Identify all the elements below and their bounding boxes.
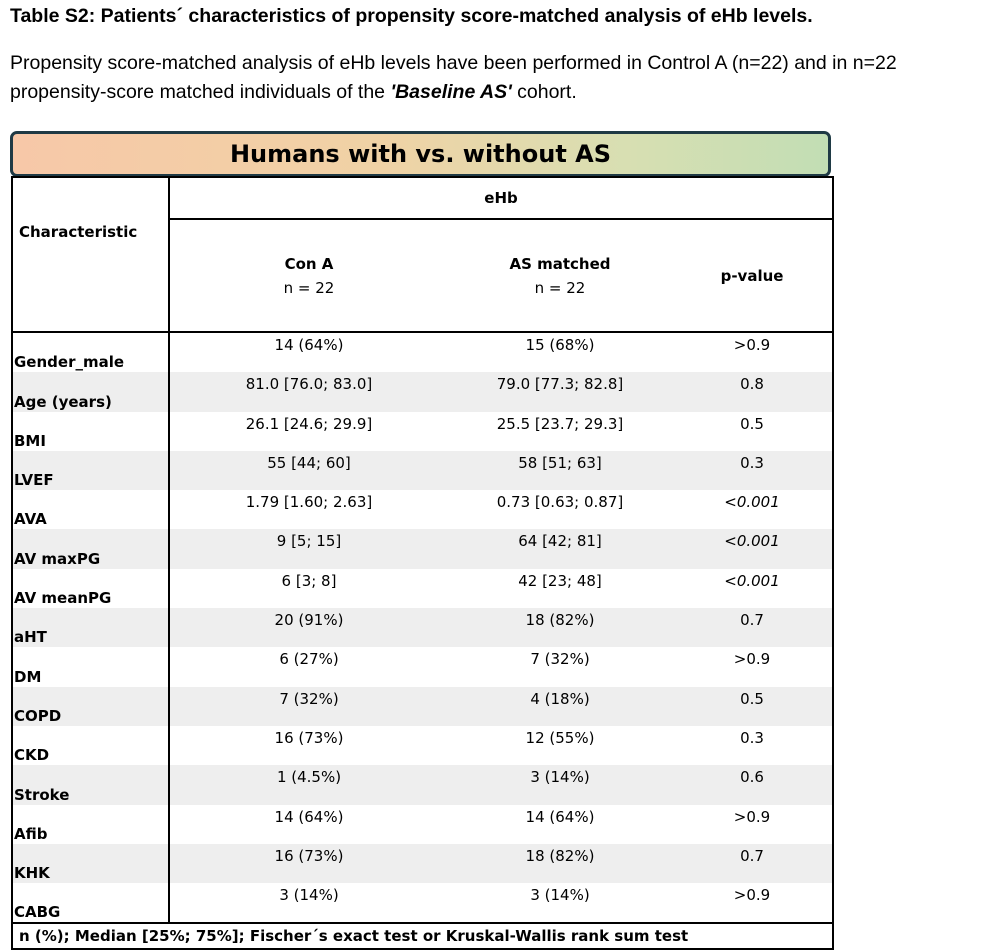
table-footnote: n (%); Median [25%; 75%]; Fischer´s exac… — [12, 922, 834, 950]
row-characteristic: DM — [12, 647, 170, 687]
row-characteristic: Afib — [12, 804, 170, 844]
table-row: CKD 16 (73%) 12 (55%) 0.3 — [12, 725, 833, 766]
row-p-value: >0.9 — [733, 886, 771, 905]
table-row: AV meanPG 6 [3; 8] 42 [23; 48] <0.001 — [12, 568, 833, 609]
table-row: COPD 7 (32%) 4 (18%) 0.5 — [12, 686, 834, 726]
row-p-value: 0.3 — [672, 450, 834, 491]
row-con-a-value: 16 (73%) — [274, 728, 344, 747]
table-body: Gender_male 14 (64%) 15 (68%) >0.9 Age (year… — [12, 332, 834, 924]
column-label: Con A — [284, 254, 334, 273]
row-p-value: <0.001 — [724, 571, 780, 590]
intro-emphasis: 'Baseline AS' — [390, 81, 512, 103]
intro-text-end: cohort. — [511, 81, 577, 103]
row-characteristic: BMI — [12, 411, 170, 451]
row-characteristic: CABG — [12, 883, 170, 924]
document-title: Table S2: Patients´ characteristics of p… — [10, 5, 813, 27]
table-row: CABG 3 (14%) 3 (14%) >0.9 — [12, 883, 833, 924]
row-con-a-value: 7 (32%) — [169, 686, 448, 726]
row-as-matched-value: 15 (68%) — [525, 336, 595, 354]
row-as-matched-value: 3 (14%) — [448, 765, 672, 805]
row-p-value: >0.9 — [733, 336, 771, 354]
row-characteristic: AV meanPG — [12, 568, 170, 609]
row-characteristic: AVA — [12, 490, 170, 530]
row-con-a-value: 20 (91%) — [169, 608, 448, 648]
row-as-matched-value: 42 [23; 48] — [518, 571, 602, 590]
row-con-a-value: 14 (64%) — [274, 336, 344, 354]
table-row: AVA 1.79 [1.60; 2.63] 0.73 [0.63; 0.87] <0.… — [12, 490, 833, 530]
row-p-value: 0.5 — [740, 414, 764, 433]
row-con-a-value: 14 (64%) — [274, 807, 344, 826]
row-con-a-value: 3 (14%) — [279, 886, 339, 905]
row-as-matched-value: 18 (82%) — [448, 608, 672, 648]
row-characteristic: KHK — [12, 843, 170, 884]
row-con-a-value: 26.1 [24.6; 29.9] — [245, 414, 373, 433]
row-characteristic: Gender_male — [12, 332, 170, 373]
column-n: n = 22 — [283, 278, 335, 297]
row-as-matched-value: 79.0 [77.3; 82.8] — [448, 372, 672, 412]
row-con-a-value: 1 (4.5%) — [169, 765, 448, 805]
row-characteristic: aHT — [12, 608, 170, 648]
row-con-a-value: 9 [5; 15] — [169, 529, 448, 569]
table-row: LVEF 55 [44; 60] 58 [51; 63] 0.3 — [12, 450, 834, 491]
row-p-value: <0.001 — [724, 493, 780, 512]
column-header-p-value: p-value — [672, 219, 834, 333]
table-row: aHT 20 (91%) 18 (82%) 0.7 — [12, 608, 834, 648]
column-header-con-a: Con A n = 22 — [169, 219, 448, 333]
column-header-as-matched: AS matched n = 22 — [448, 219, 672, 333]
row-as-matched-value: 18 (82%) — [448, 843, 672, 884]
row-p-value: <0.001 — [672, 529, 834, 569]
table-row: Stroke 1 (4.5%) 3 (14%) 0.6 — [12, 765, 834, 805]
row-con-a-value: 1.79 [1.60; 2.63] — [245, 493, 373, 512]
row-con-a-value: 16 (73%) — [169, 843, 448, 884]
table-row: DM 6 (27%) 7 (32%) >0.9 — [12, 647, 833, 687]
row-con-a-value: 81.0 [76.0; 83.0] — [169, 372, 448, 412]
table-banner: Humans with vs. without AS — [10, 131, 831, 177]
table-row: BMI 26.1 [24.6; 29.9] 25.5 [23.7; 29.3] 0.5 — [12, 411, 833, 451]
row-con-a-value: 55 [44; 60] — [169, 450, 448, 491]
row-as-matched-value: 14 (64%) — [525, 807, 595, 826]
row-p-value: >0.9 — [733, 650, 771, 669]
row-characteristic: Age (years) — [12, 372, 170, 412]
row-characteristic: CKD — [12, 725, 170, 766]
row-p-value: 0.6 — [672, 765, 834, 805]
intro-text: Propensity score-matched analysis of eHb… — [10, 52, 897, 103]
row-as-matched-value: 58 [51; 63] — [448, 450, 672, 491]
row-con-a-value: 6 (27%) — [279, 650, 339, 669]
row-characteristic: Stroke — [12, 765, 170, 805]
row-characteristic: LVEF — [12, 450, 170, 491]
row-as-matched-value: 64 [42; 81] — [448, 529, 672, 569]
table-row: KHK 16 (73%) 18 (82%) 0.7 — [12, 843, 834, 884]
table-row: Age (years) 81.0 [76.0; 83.0] 79.0 [77.3; … — [12, 372, 834, 412]
table-row: Afib 14 (64%) 14 (64%) >0.9 — [12, 804, 833, 844]
row-characteristic: COPD — [12, 686, 170, 726]
row-as-matched-value: 12 (55%) — [525, 728, 595, 747]
row-as-matched-value: 25.5 [23.7; 29.3] — [496, 414, 624, 433]
column-n: n = 22 — [534, 278, 586, 297]
group-header-ehb: eHb — [169, 177, 834, 221]
row-con-a-value: 6 [3; 8] — [281, 571, 337, 590]
row-characteristic: AV maxPG — [12, 529, 170, 569]
row-p-value: >0.9 — [733, 807, 771, 826]
row-as-matched-value: 3 (14%) — [530, 886, 590, 905]
row-p-value: 0.5 — [672, 686, 834, 726]
characteristics-table: Characteristic eHb Con A n = 22 AS match… — [11, 176, 835, 950]
row-p-value: 0.3 — [740, 728, 764, 747]
intro-paragraph: Propensity score-matched analysis of eHb… — [10, 49, 985, 107]
table-row: AV maxPG 9 [5; 15] 64 [42; 81] <0.001 — [12, 529, 834, 569]
row-p-value: 0.7 — [672, 608, 834, 648]
column-header-characteristic: Characteristic — [12, 177, 170, 333]
row-as-matched-value: 0.73 [0.63; 0.87] — [496, 493, 624, 512]
row-as-matched-value: 7 (32%) — [530, 650, 590, 669]
column-label: p-value — [720, 266, 784, 285]
table-row: Gender_male 14 (64%) 15 (68%) >0.9 — [12, 332, 833, 373]
row-p-value: 0.7 — [672, 843, 834, 884]
column-label: AS matched — [509, 254, 611, 273]
row-p-value: 0.8 — [672, 372, 834, 412]
row-as-matched-value: 4 (18%) — [448, 686, 672, 726]
